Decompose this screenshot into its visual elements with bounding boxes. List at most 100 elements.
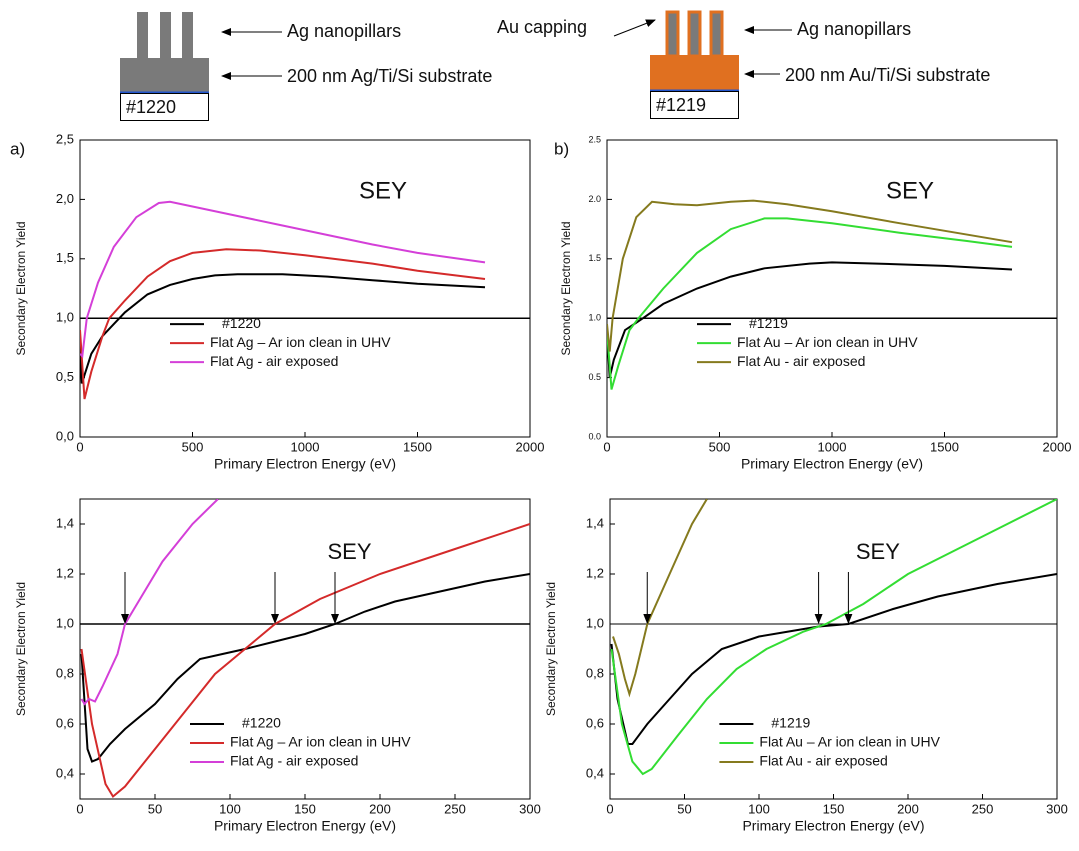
series-line — [80, 200, 486, 359]
x-tick-label: 300 — [1046, 801, 1068, 816]
pillar — [687, 10, 702, 58]
sample-box — [120, 93, 209, 121]
x-tick-label: 0 — [76, 801, 83, 816]
x-tick-label: 250 — [444, 801, 466, 816]
x-tick-label: 250 — [972, 801, 994, 816]
panel-label: b) — [554, 139, 569, 158]
y-tick-label: 0.0 — [588, 431, 601, 441]
legend-label: Flat Ag - air exposed — [210, 353, 338, 369]
y-tick-label: 1,4 — [586, 515, 604, 530]
y-axis-label: Secondary Electron Yield — [14, 221, 28, 355]
legend-label: #1220 — [222, 315, 261, 331]
sample-label: #1220 — [126, 97, 176, 117]
annotation: SEY — [856, 539, 900, 564]
x-tick-label: 0 — [603, 439, 610, 454]
x-axis-label: Primary Electron Energy (eV) — [214, 818, 396, 834]
annotation: SEY — [328, 539, 372, 564]
series-line — [607, 199, 1013, 352]
x-tick-label: 150 — [294, 801, 316, 816]
x-tick-label: 1000 — [818, 439, 847, 454]
y-axis-label: Secondary Electron Yield — [544, 582, 558, 716]
y-tick-label: 0,4 — [586, 765, 604, 780]
x-tick-label: 2000 — [516, 439, 545, 454]
pillar — [182, 12, 193, 58]
y-axis-label: Secondary Electron Yield — [559, 221, 573, 355]
label: Ag nanopillars — [287, 21, 401, 41]
x-tick-label: 100 — [219, 801, 241, 816]
series-line — [610, 573, 1057, 745]
y-tick-label: 2,5 — [56, 131, 74, 146]
legend-label: Flat Ag – Ar ion clean in UHV — [210, 334, 391, 350]
legend-label: Flat Au – Ar ion clean in UHV — [759, 734, 940, 750]
plot-frame — [79, 139, 531, 438]
legend-label: Flat Ag - air exposed — [230, 753, 358, 769]
y-tick-label: 0,8 — [56, 665, 74, 680]
x-tick-label: 0 — [606, 801, 613, 816]
y-tick-label: 1,0 — [586, 615, 604, 630]
annotation: SEY — [886, 177, 934, 204]
series-line — [80, 273, 486, 384]
x-tick-label: 500 — [182, 439, 204, 454]
y-tick-label: 2.0 — [588, 194, 601, 204]
schematic-left: #1220 Ag nanopillars 200 nm Ag/Ti/Si sub… — [120, 12, 492, 121]
x-tick-label: 50 — [148, 801, 162, 816]
pillar — [709, 10, 724, 58]
x-tick-label: 1500 — [930, 439, 959, 454]
x-tick-label: 300 — [519, 801, 541, 816]
legend-label: #1219 — [749, 315, 788, 331]
y-tick-label: 1,2 — [586, 565, 604, 580]
panel-label: a) — [10, 139, 25, 158]
y-tick-label: 1,0 — [56, 310, 74, 325]
y-tick-label: 0,0 — [56, 428, 74, 443]
pillar — [665, 10, 680, 58]
x-tick-label: 200 — [369, 801, 391, 816]
x-tick-label: 50 — [677, 801, 691, 816]
legend-label: #1219 — [771, 715, 810, 731]
series-line — [80, 573, 530, 763]
substrate — [120, 58, 209, 92]
y-tick-label: 1,5 — [56, 250, 74, 265]
substrate — [650, 55, 739, 90]
label: Au capping — [497, 17, 587, 37]
x-tick-label: 500 — [709, 439, 731, 454]
label: 200 nm Ag/Ti/Si substrate — [287, 66, 492, 86]
series-line — [607, 217, 1013, 390]
legend-label: Flat Ag – Ar ion clean in UHV — [230, 734, 411, 750]
series-line — [80, 499, 219, 706]
y-tick-label: 0,4 — [56, 765, 74, 780]
x-axis-label: Primary Electron Energy (eV) — [741, 456, 923, 472]
y-tick-label: 1.0 — [588, 313, 601, 323]
series-line — [80, 248, 486, 400]
x-tick-label: 100 — [748, 801, 770, 816]
schematic-right: #1219 Au capping Ag nanopillars 200 nm A… — [497, 10, 990, 119]
y-tick-label: 1,2 — [56, 565, 74, 580]
y-tick-label: 0,6 — [56, 715, 74, 730]
legend-label: #1220 — [242, 715, 281, 731]
x-tick-label: 2000 — [1043, 439, 1072, 454]
label: Ag nanopillars — [797, 19, 911, 39]
y-tick-label: 2,0 — [56, 191, 74, 206]
y-tick-label: 0,8 — [586, 665, 604, 680]
sample-box — [650, 91, 739, 119]
series-line — [80, 523, 530, 799]
y-tick-label: 0,6 — [586, 715, 604, 730]
y-tick-label: 0,5 — [56, 369, 74, 384]
legend-label: Flat Au - air exposed — [737, 353, 865, 369]
legend-label: Flat Au - air exposed — [759, 753, 887, 769]
x-tick-label: 150 — [823, 801, 845, 816]
pillar — [160, 12, 171, 58]
x-tick-label: 200 — [897, 801, 919, 816]
pillar — [137, 12, 148, 58]
annotation: SEY — [359, 177, 407, 204]
y-tick-label: 1,0 — [56, 615, 74, 630]
x-axis-label: Primary Electron Energy (eV) — [214, 456, 396, 472]
y-tick-label: 2.5 — [588, 134, 601, 144]
y-tick-label: 0.5 — [588, 372, 601, 382]
legend-label: Flat Au – Ar ion clean in UHV — [737, 334, 918, 350]
series-line — [612, 499, 708, 698]
x-tick-label: 0 — [76, 439, 83, 454]
series-line — [610, 499, 1057, 776]
label: 200 nm Au/Ti/Si substrate — [785, 65, 990, 85]
y-tick-label: 1,4 — [56, 515, 74, 530]
